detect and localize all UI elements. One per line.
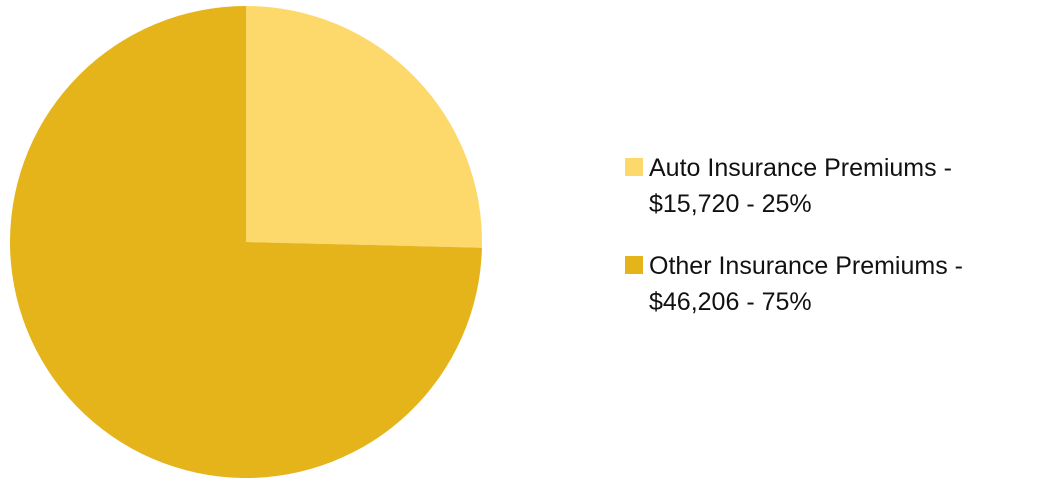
legend-swatch: [625, 158, 643, 176]
legend-swatch: [625, 256, 643, 274]
pie-slice: [246, 6, 483, 248]
pie: [10, 6, 483, 478]
legend-item: Other Insurance Premiums - $46,206 - 75%: [625, 248, 1055, 320]
pie-slice: [10, 6, 482, 478]
legend-item: Auto Insurance Premiums - $15,720 - 25%: [625, 150, 1055, 222]
legend-label: Auto Insurance Premiums - $15,720 - 25%: [649, 154, 952, 218]
legend-label: Other Insurance Premiums - $46,206 - 75%: [649, 252, 963, 316]
legend: Auto Insurance Premiums - $15,720 - 25% O…: [625, 150, 1055, 346]
